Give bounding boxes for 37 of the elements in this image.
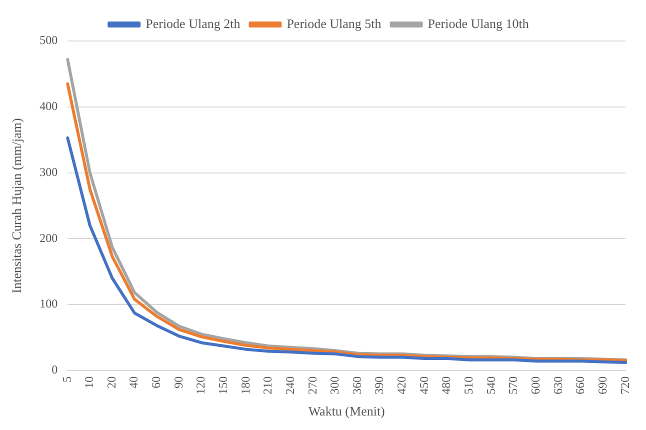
x-tick-label: 510 <box>462 376 476 394</box>
x-tick-label: 570 <box>506 376 520 394</box>
x-tick-label: 390 <box>372 376 386 394</box>
x-axis-title: Waktu (Menit) <box>308 404 385 419</box>
x-tick-label: 660 <box>573 376 588 394</box>
legend-label: Periode Ulang 2th <box>146 16 241 31</box>
x-tick-label: 630 <box>550 376 565 394</box>
y-tick-label: 500 <box>40 33 58 48</box>
x-tick-label: 300 <box>328 376 342 394</box>
x-tick-label: 450 <box>416 376 431 394</box>
x-tick-label: 480 <box>439 376 454 394</box>
x-tick-label: 720 <box>618 376 632 394</box>
y-tick-label: 200 <box>40 230 58 245</box>
x-tick-label: 10 <box>82 376 96 388</box>
y-tick-label: 100 <box>40 296 58 311</box>
y-tick-label: 0 <box>52 362 58 377</box>
x-tick-label: 60 <box>149 376 164 388</box>
x-tick-label: 150 <box>216 376 230 394</box>
y-tick-label: 400 <box>40 99 58 114</box>
y-axis-title: Intensitas Curah Hujan (mm/jam) <box>9 118 24 294</box>
x-tick-label: 120 <box>194 376 208 394</box>
legend-label: Periode Ulang 5th <box>286 16 382 31</box>
x-tick-label: 240 <box>282 376 297 394</box>
x-tick-label: 5 <box>60 376 74 382</box>
x-tick-label: 360 <box>350 376 364 394</box>
x-tick-label: 90 <box>171 376 186 388</box>
x-tick-label: 20 <box>104 376 118 388</box>
x-tick-label: 600 <box>528 376 542 394</box>
x-tick-label: 40 <box>126 376 141 388</box>
x-tick-label: 420 <box>394 376 409 394</box>
x-tick-label: 690 <box>595 376 610 394</box>
x-tick-label: 210 <box>260 376 275 394</box>
x-tick-label: 540 <box>484 376 498 394</box>
legend-label: Periode Ulang 10th <box>428 16 530 31</box>
y-tick-label: 300 <box>40 164 58 179</box>
x-tick-label: 270 <box>305 376 320 394</box>
x-tick-label: 180 <box>238 376 252 394</box>
